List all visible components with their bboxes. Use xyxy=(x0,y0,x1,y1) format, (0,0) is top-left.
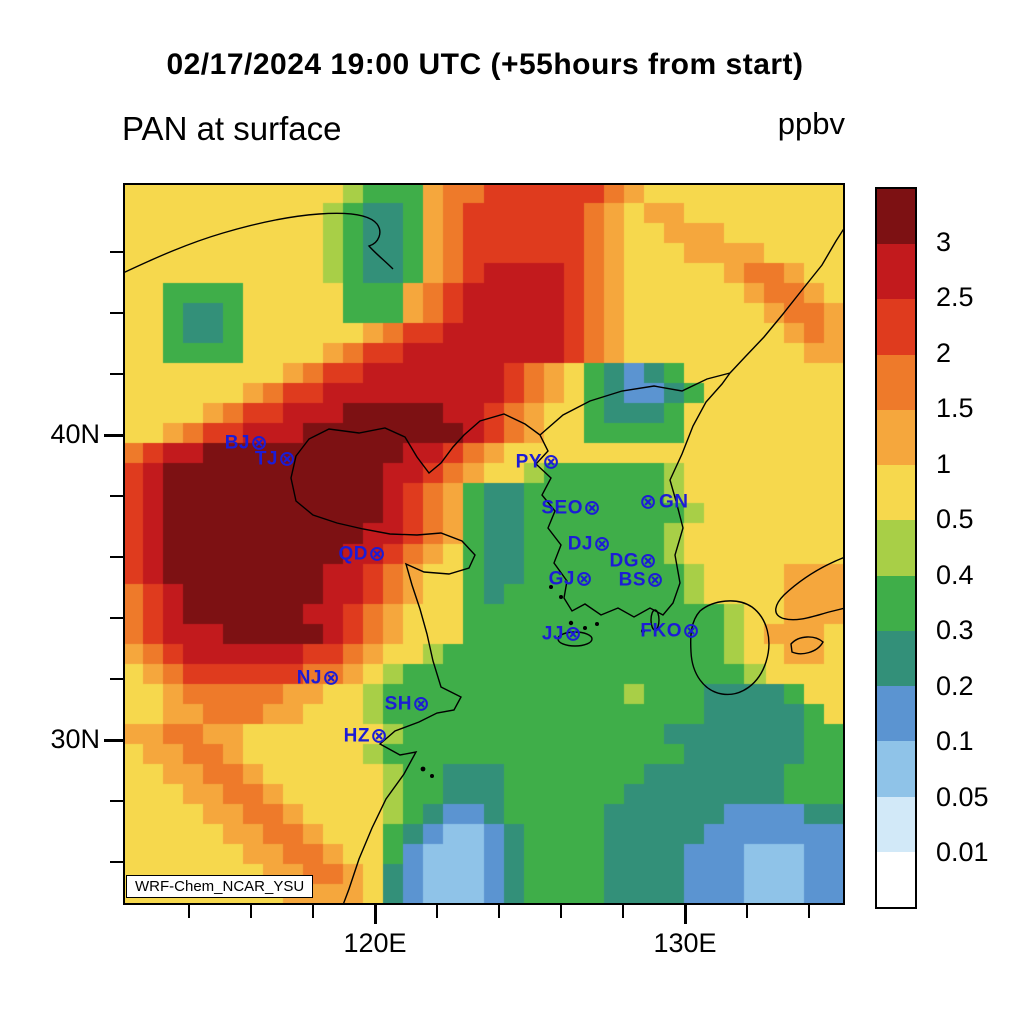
station-marker-icon: ⊗ xyxy=(639,489,657,514)
lon-tick-label: 120E xyxy=(343,928,407,958)
model-label: WRF-Chem_NCAR_YSU xyxy=(126,875,314,898)
colorbar-tick-label: 3 xyxy=(936,226,952,257)
station-label: PY xyxy=(515,451,542,473)
station-marker-icon: ⊗ xyxy=(250,430,268,455)
colorbar-segment xyxy=(877,741,915,797)
station-label: GJ xyxy=(548,568,575,590)
colorbar-segment xyxy=(877,575,915,631)
station-label: BS xyxy=(618,569,646,591)
lon-minor-tick xyxy=(560,905,562,918)
station-label: QD xyxy=(338,543,368,565)
station-marker-icon: ⊗ xyxy=(593,531,611,556)
station-marker-icon: ⊗ xyxy=(542,449,560,474)
colorbar-labels: 3 2.5 2 1.5 1 0.5 0.4 0.3 0.2 0.1 0.05 0.01 xyxy=(936,187,1024,909)
colorbar-segment xyxy=(877,244,915,300)
colorbar-segment xyxy=(877,299,915,355)
station-marker-icon: ⊗ xyxy=(575,566,593,591)
station-label: TJ xyxy=(254,448,278,470)
lon-minor-tick xyxy=(622,905,624,918)
colorbar-tick-label: 0.4 xyxy=(936,559,974,590)
colorbar-tick-label: 0.3 xyxy=(936,615,974,646)
lat-minor-tick xyxy=(110,617,123,619)
colorbar-tick-label: 1 xyxy=(936,448,952,479)
station-marker-icon: ⊗ xyxy=(370,723,388,748)
lon-minor-tick xyxy=(250,905,252,918)
station-layer: ⊗ BJ ⊗ TJ ⊗ PY ⊗ SEO ⊗ GN ⊗ DJ ⊗ DG ⊗ QD ⊗ GJ ⊗ BS ⊗ JJ ⊗ FKO ⊗ N… xyxy=(123,183,845,905)
station-label: DJ xyxy=(567,533,593,555)
variable-label: PAN at surface xyxy=(122,110,342,147)
colorbar-tick-label: 0.5 xyxy=(936,504,974,535)
colorbar xyxy=(875,187,917,909)
lon-minor-tick xyxy=(436,905,438,918)
lat-minor-tick xyxy=(110,861,123,863)
station-label: SEO xyxy=(541,497,583,519)
colorbar-segment xyxy=(877,465,915,521)
colorbar-tick-label: 0.1 xyxy=(936,726,974,757)
lat-minor-tick xyxy=(110,373,123,375)
lon-major-tick xyxy=(373,905,377,924)
lon-minor-tick xyxy=(746,905,748,918)
lat-minor-tick xyxy=(110,251,123,253)
units-label: ppbv xyxy=(777,106,845,141)
colorbar-segment xyxy=(877,686,915,742)
lat-major-tick xyxy=(104,738,123,742)
station-label: FKO xyxy=(640,620,682,642)
colorbar-segment xyxy=(877,354,915,410)
station-marker-icon: ⊗ xyxy=(412,691,430,716)
lon-minor-tick xyxy=(498,905,500,918)
lat-tick-label: 30N xyxy=(50,724,100,754)
station-label: JJ xyxy=(541,623,564,645)
station-label: BJ xyxy=(224,432,250,454)
lat-minor-tick xyxy=(110,495,123,497)
lon-major-tick xyxy=(683,905,687,924)
station-label: SH xyxy=(384,693,412,715)
lat-tick-label: 40N xyxy=(50,419,100,449)
lat-minor-tick xyxy=(110,678,123,680)
lon-minor-tick xyxy=(188,905,190,918)
station-marker-icon: ⊗ xyxy=(278,446,296,471)
station-marker-icon: ⊗ xyxy=(682,618,700,643)
station-label: NJ xyxy=(296,667,322,689)
lon-minor-tick xyxy=(312,905,314,918)
colorbar-tick-label: 0.01 xyxy=(936,837,989,868)
colorbar-segment xyxy=(877,796,915,852)
colorbar-tick-label: 2 xyxy=(936,337,952,368)
station-marker-icon: ⊗ xyxy=(368,541,386,566)
station-marker-icon: ⊗ xyxy=(322,665,340,690)
station-label: HZ xyxy=(343,725,370,747)
colorbar-tick-label: 1.5 xyxy=(936,393,974,424)
station-label: GN xyxy=(659,491,689,513)
figure-title: 02/17/2024 19:00 UTC (+55hours from star… xyxy=(166,48,804,81)
station-marker-icon: ⊗ xyxy=(583,495,601,520)
colorbar-tick-label: 0.2 xyxy=(936,670,974,701)
lat-minor-tick xyxy=(110,800,123,802)
lon-tick-label: 130E xyxy=(653,928,717,958)
colorbar-segment xyxy=(877,189,915,245)
map-panel: ⊗ BJ ⊗ TJ ⊗ PY ⊗ SEO ⊗ GN ⊗ DJ ⊗ DG ⊗ QD ⊗ GJ ⊗ BS ⊗ JJ ⊗ FKO ⊗ N… xyxy=(123,183,845,905)
lat-minor-tick xyxy=(110,556,123,558)
lon-minor-tick xyxy=(808,905,810,918)
station-marker-icon: ⊗ xyxy=(646,567,664,592)
colorbar-segment xyxy=(877,630,915,687)
colorbar-segment xyxy=(877,520,915,576)
lat-major-tick xyxy=(104,433,123,437)
colorbar-tick-label: 2.5 xyxy=(936,282,974,313)
station-marker-icon: ⊗ xyxy=(564,621,582,646)
colorbar-tick-label: 0.05 xyxy=(936,781,989,812)
lat-minor-tick xyxy=(110,312,123,314)
colorbar-segment xyxy=(877,851,915,908)
colorbar-segment xyxy=(877,409,915,466)
